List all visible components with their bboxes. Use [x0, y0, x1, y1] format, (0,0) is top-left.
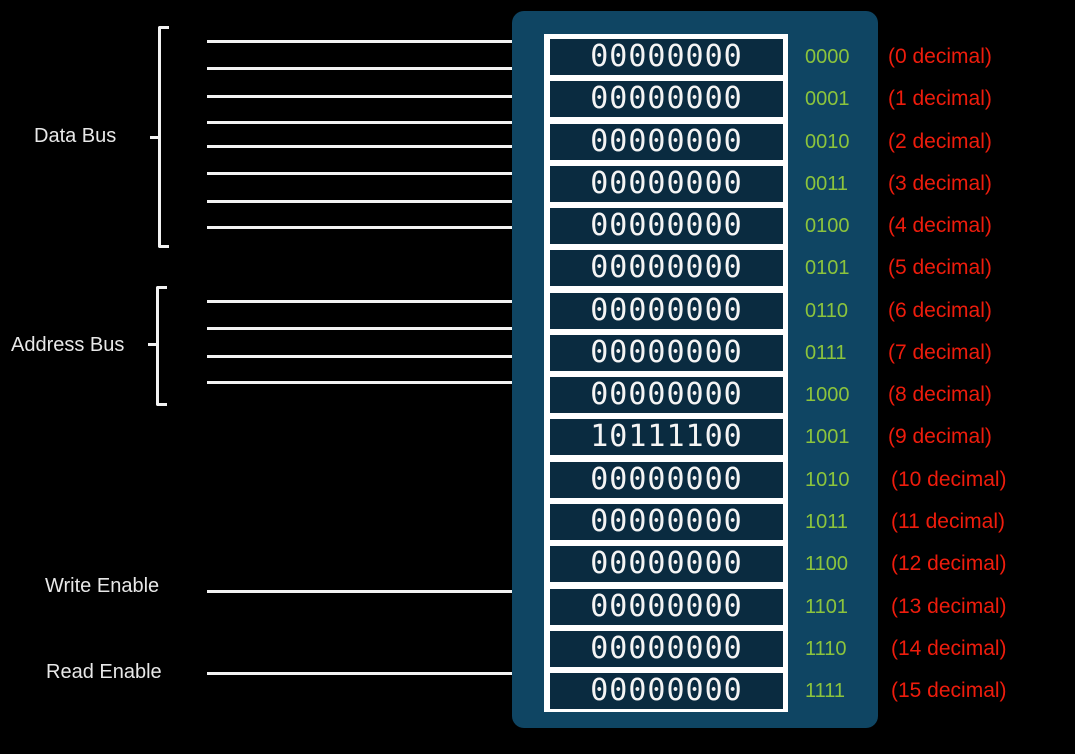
- memory-address-decimal: (11 decimal): [891, 509, 1005, 533]
- memory-cell: 00000000: [550, 630, 783, 667]
- memory-address: 1100: [805, 553, 849, 576]
- data-bus-line: [207, 95, 512, 98]
- memory-cell: 00000000: [550, 503, 783, 540]
- data-bus-line: [207, 40, 512, 43]
- memory-address-decimal: (9 decimal): [888, 425, 992, 449]
- memory-cell: 00000000: [550, 165, 783, 202]
- memory-address-decimal: (10 decimal): [891, 467, 1007, 491]
- memory-cell: 00000000: [550, 588, 783, 625]
- memory-cell: 00000000: [550, 123, 783, 160]
- memory-address: 1010: [805, 468, 850, 491]
- data-bus-line: [207, 67, 512, 70]
- memory-address-decimal: (8 decimal): [888, 383, 992, 407]
- data-bus-line: [207, 121, 512, 124]
- memory-address: 0010: [805, 130, 850, 153]
- memory-cell: 00000000: [550, 546, 783, 583]
- memory-cell: 00000000: [550, 39, 783, 75]
- memory-address-decimal: (13 decimal): [891, 594, 1007, 618]
- memory-address: 1011: [805, 510, 849, 533]
- memory-address-decimal: (0 decimal): [888, 45, 992, 68]
- address-bus-line: [207, 381, 512, 384]
- memory-address: 0101: [805, 257, 850, 280]
- memory-address-decimal: (1 decimal): [888, 87, 992, 111]
- data-bus-label: Data Bus: [34, 125, 117, 147]
- memory-address: 0001: [805, 88, 850, 111]
- write-enable-line: [207, 590, 512, 593]
- data-bus-line: [207, 172, 512, 175]
- address-bus-brace: [156, 286, 167, 406]
- memory-cell: 00000000: [550, 334, 783, 371]
- memory-cell: 00000000: [550, 461, 783, 498]
- memory-address: 1111: [805, 680, 846, 703]
- memory-cell: 00000000: [550, 292, 783, 329]
- data-bus-line: [207, 226, 512, 229]
- address-bus-line: [207, 327, 512, 330]
- memory-cell: 00000000: [550, 250, 783, 287]
- memory-address: 1101: [805, 595, 849, 618]
- memory-address-decimal: (4 decimal): [888, 214, 992, 238]
- read-enable-label: Read Enable: [46, 661, 162, 683]
- write-enable-label: Write Enable: [45, 575, 160, 597]
- read-enable-line: [207, 672, 512, 675]
- memory-address: 1000: [805, 384, 850, 407]
- address-bus-line: [207, 355, 512, 358]
- memory-address-decimal: (15 decimal): [891, 679, 1007, 703]
- memory-address-decimal: (14 decimal): [891, 636, 1007, 660]
- memory-address: 1001: [805, 426, 850, 449]
- memory-address: 0011: [805, 172, 849, 195]
- address-bus-line: [207, 300, 512, 303]
- memory-cell: 10111100: [550, 419, 783, 456]
- memory-address: 0110: [805, 299, 849, 322]
- data-bus-brace-tick: [150, 136, 159, 139]
- memory-cell: 00000000: [550, 208, 783, 245]
- memory-address-decimal: (7 decimal): [888, 340, 992, 364]
- memory-address: 0100: [805, 215, 850, 238]
- address-bus-label: Address Bus: [11, 334, 125, 356]
- memory-cell: 00000000: [550, 81, 783, 118]
- data-bus-line: [207, 200, 512, 203]
- data-bus-brace: [158, 26, 169, 248]
- address-bus-brace-tick: [148, 343, 157, 346]
- memory-address-decimal: (2 decimal): [888, 129, 992, 153]
- memory-cell: 00000000: [550, 377, 783, 414]
- data-bus-line: [207, 145, 512, 148]
- memory-address: 0000: [805, 46, 850, 68]
- memory-address: 0111: [805, 341, 847, 364]
- memory-address-decimal: (3 decimal): [888, 171, 992, 195]
- memory-address-decimal: (6 decimal): [888, 298, 992, 322]
- memory-address: 1110: [805, 637, 847, 660]
- memory-address-decimal: (12 decimal): [891, 552, 1007, 576]
- memory-address-decimal: (5 decimal): [888, 256, 992, 280]
- memory-cell: 00000000: [550, 673, 783, 710]
